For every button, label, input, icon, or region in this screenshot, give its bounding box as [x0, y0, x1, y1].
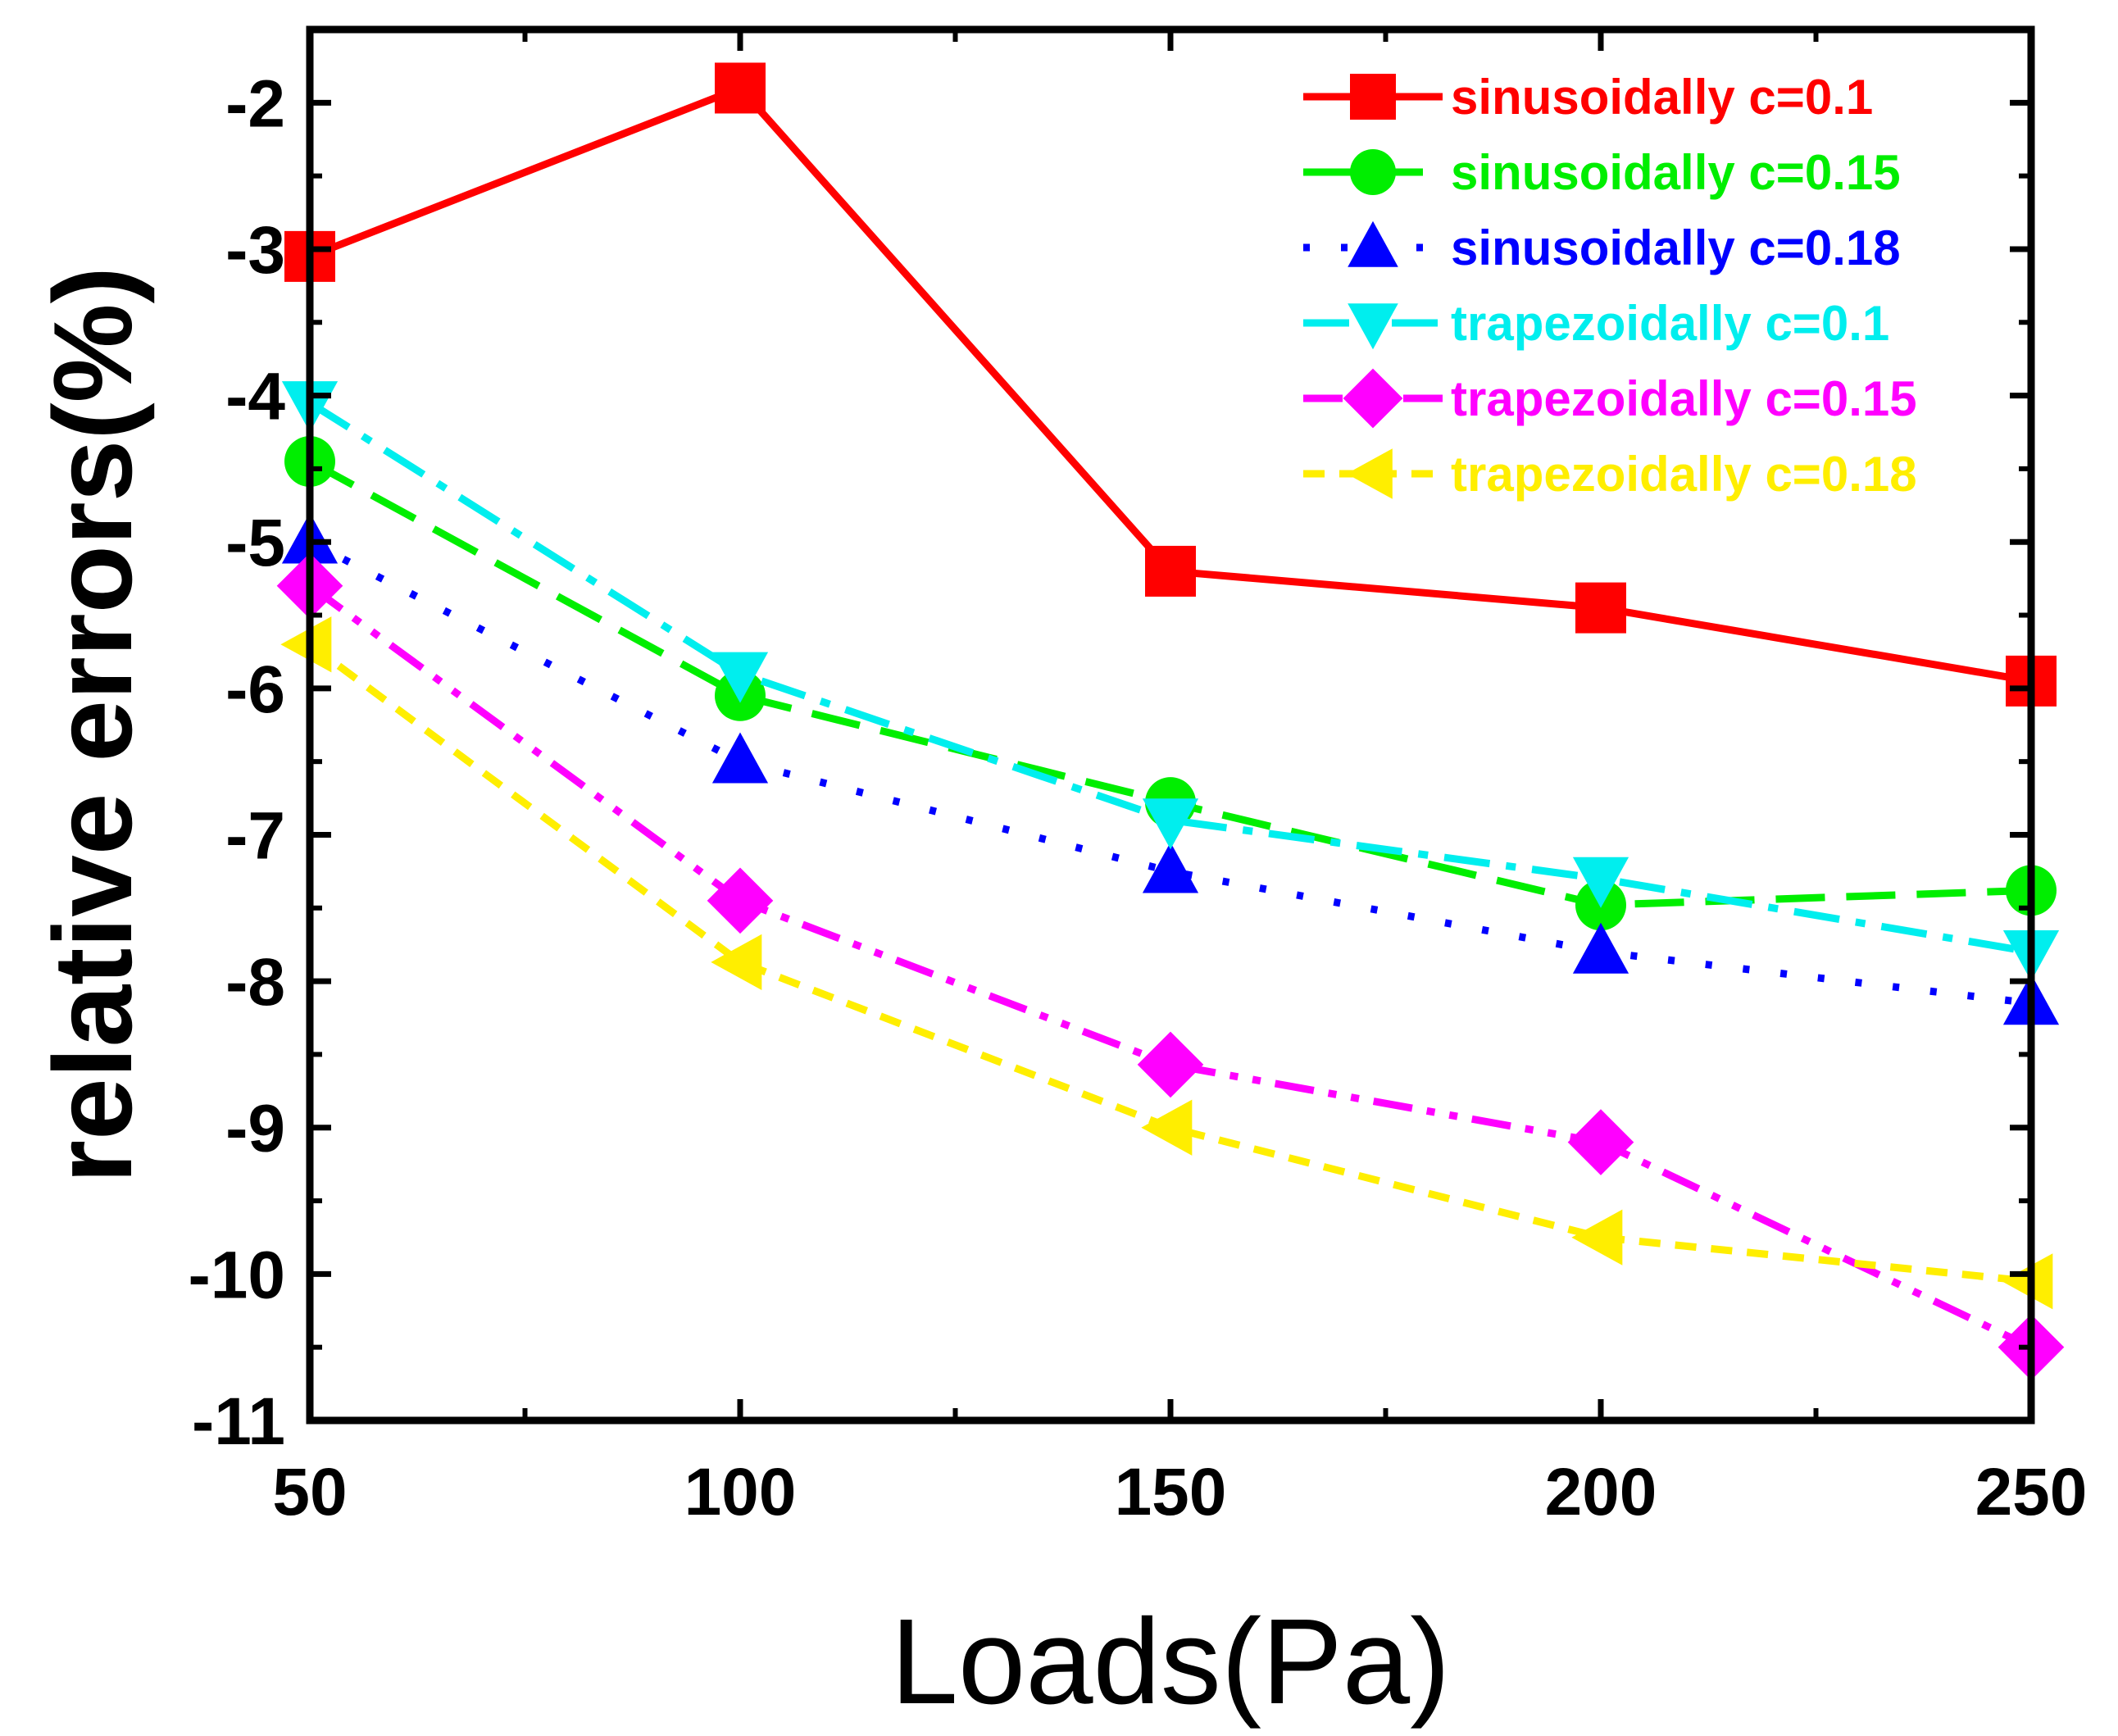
data-point [1145, 545, 1196, 597]
data-point [1141, 1099, 1193, 1156]
data-point [711, 934, 762, 990]
series-line [307, 539, 2032, 1007]
series-line [307, 399, 2032, 956]
data-point [711, 732, 769, 784]
x-tick-label: 50 [272, 1455, 347, 1529]
legend-marker [1350, 149, 1396, 195]
y-axis-title: relative errors(%) [30, 266, 155, 1184]
y-tick-label: -3 [225, 213, 285, 288]
x-tick-label: 150 [1115, 1455, 1227, 1529]
legend-label: trapezoidally c=0.18 [1451, 447, 1917, 502]
y-tick-label: -11 [192, 1384, 285, 1459]
y-tick-label: -5 [225, 506, 285, 580]
y-tick-label: -8 [225, 945, 285, 1020]
legend-marker [1348, 303, 1398, 350]
legend: sinusoidally c=0.1 sinusoidally c=0.15 sin… [1303, 70, 1917, 502]
x-tick-label: 200 [1545, 1455, 1657, 1529]
data-point [711, 652, 769, 703]
series-line [307, 583, 2033, 1351]
ticks-layer: 50 100 150 200 250 -11 -10 -9 -8 -7 -6 -5 -4 -3 -2 [188, 30, 2087, 1529]
legend-marker [1350, 74, 1396, 120]
legend-label: trapezoidally c=0.1 [1451, 296, 1889, 351]
legend-marker [1343, 368, 1403, 429]
data-point [1137, 1031, 1204, 1098]
series-3 [281, 512, 2060, 1025]
legend-label: sinusoidally c=0.18 [1451, 220, 1901, 275]
legend-label: sinusoidally c=0.1 [1451, 70, 1873, 125]
y-tick-label: -2 [225, 66, 285, 141]
series-line [307, 641, 2032, 1285]
y-tick-label: -6 [225, 652, 285, 727]
data-point [1575, 582, 1626, 634]
data-point [2002, 1253, 2053, 1310]
legend-label: sinusoidally c=0.15 [1451, 145, 1901, 200]
series-1 [284, 62, 2057, 707]
series-layer [276, 62, 2065, 1380]
x-tick-label: 250 [1975, 1455, 2088, 1529]
data-point [1571, 1209, 1623, 1266]
legend-label: trapezoidally c=0.15 [1451, 371, 1917, 426]
x-axis-title: Loads(Pa) [891, 1594, 1451, 1729]
data-point [1567, 1109, 1634, 1175]
legend-marker [1348, 220, 1398, 267]
data-point [280, 616, 332, 673]
data-point [707, 867, 774, 934]
data-point [1572, 857, 1629, 908]
y-tick-label: -7 [225, 798, 285, 873]
y-tick-label: -9 [225, 1092, 285, 1166]
legend-marker [1346, 448, 1393, 499]
data-point [1142, 842, 1199, 893]
data-point [1142, 798, 1199, 850]
y-tick-label: -10 [188, 1238, 285, 1312]
x-tick-label: 100 [684, 1455, 797, 1529]
y-tick-label: -4 [225, 360, 285, 434]
series-6 [280, 616, 2053, 1310]
data-point [1572, 922, 1629, 974]
data-point [715, 62, 766, 114]
